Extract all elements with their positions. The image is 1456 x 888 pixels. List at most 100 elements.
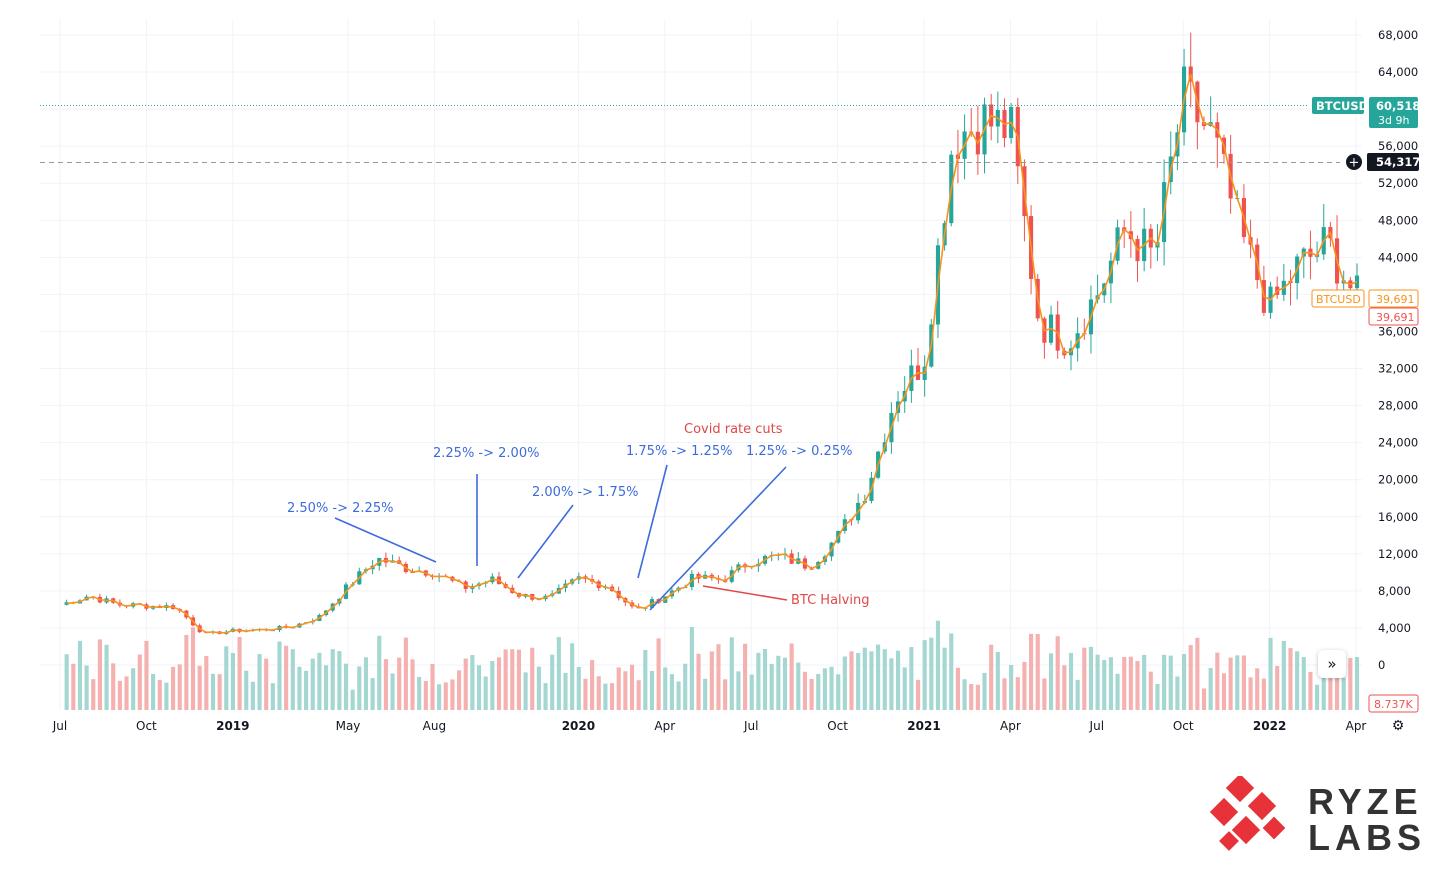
x-tick-label: 2021 xyxy=(907,719,940,733)
x-tick-label: May xyxy=(336,719,361,733)
volume-bar xyxy=(1328,663,1333,710)
volume-bar xyxy=(1295,651,1300,710)
volume-bar xyxy=(463,658,468,710)
volume-bar xyxy=(410,659,415,710)
volume-bar xyxy=(849,651,854,710)
volume-bar xyxy=(483,676,488,710)
volume-bar xyxy=(530,647,535,710)
y-tick-label: 56,000 xyxy=(1378,139,1418,153)
volume-bar xyxy=(237,636,242,710)
volume-bar xyxy=(769,663,774,710)
volume-bar xyxy=(603,683,608,710)
y-tick-label: 8,000 xyxy=(1378,584,1411,598)
volume-bar xyxy=(1082,647,1087,710)
volume-bar xyxy=(1102,660,1107,710)
volume-bar xyxy=(516,649,521,710)
volume-bar xyxy=(656,638,661,710)
volume-bar xyxy=(1288,648,1293,710)
x-tick-label: Aug xyxy=(423,719,446,733)
volume-bar xyxy=(636,680,641,710)
x-tick-label: 2022 xyxy=(1253,719,1286,733)
x-tick-label: 2019 xyxy=(216,719,249,733)
x-tick-label: 2020 xyxy=(562,719,595,733)
volume-bar xyxy=(1354,657,1360,710)
x-tick-label: Apr xyxy=(654,719,675,733)
volume-bar xyxy=(1168,655,1173,710)
volume-bar xyxy=(204,656,209,710)
volume-bar xyxy=(343,663,349,710)
volume-bar xyxy=(962,679,967,710)
x-tick-label: Oct xyxy=(1173,719,1194,733)
scroll-to-realtime-button[interactable]: » xyxy=(1318,650,1346,678)
volume-bar xyxy=(709,651,714,710)
logo-line-2: LABS xyxy=(1308,817,1426,858)
volume-bar xyxy=(609,683,615,710)
volume-bar xyxy=(743,643,748,710)
volume-bar xyxy=(1148,671,1153,710)
volume-bar xyxy=(1215,652,1220,710)
volume-bar xyxy=(224,646,229,710)
volume-bar xyxy=(144,640,149,710)
volume-bar xyxy=(290,649,295,710)
volume-bar xyxy=(836,674,841,710)
volume-bar xyxy=(969,683,974,710)
volume-bar xyxy=(1108,657,1113,710)
crosshair-price-pill: + 54,317 xyxy=(1345,153,1420,171)
volume-bar xyxy=(210,673,216,710)
volume-bar xyxy=(596,676,601,710)
volume-bar xyxy=(1075,679,1080,710)
volume-bar xyxy=(177,664,182,710)
gear-icon: ⚙ xyxy=(1391,718,1405,734)
y-tick-label: 24,000 xyxy=(1378,436,1418,450)
volume-bar xyxy=(1235,655,1240,710)
ryze-logo-mark xyxy=(1209,773,1286,851)
volume-bar xyxy=(131,668,136,710)
y-tick-label: 28,000 xyxy=(1378,399,1418,413)
annotation-rate-cut-1: 2.50% -> 2.25% xyxy=(287,501,437,563)
volume-bar xyxy=(663,667,668,710)
annotation-label: 1.25% -> 0.25% xyxy=(746,444,852,459)
volume-bar xyxy=(689,627,694,710)
y-tick-label: 32,000 xyxy=(1378,362,1418,376)
volume-bar xyxy=(955,667,960,710)
svg-text:3d 9h: 3d 9h xyxy=(1378,114,1409,127)
chart-settings-button[interactable]: ⚙ xyxy=(1388,716,1408,736)
volume-bar xyxy=(1029,633,1034,710)
volume-bar xyxy=(1155,683,1160,710)
svg-text:BTCUSD: BTCUSD xyxy=(1316,293,1361,306)
volume-bar xyxy=(476,665,482,710)
volume-bar xyxy=(77,640,83,710)
volume-bar xyxy=(1182,654,1187,710)
volume-bar xyxy=(151,674,156,710)
volume-bar xyxy=(323,665,329,710)
volume-bar xyxy=(137,654,142,710)
volume-bar xyxy=(430,664,435,710)
annotation-rate-cut-3: 2.00% -> 1.75% xyxy=(517,485,638,579)
volume-bar xyxy=(929,637,934,710)
volume-bar xyxy=(862,647,867,710)
volume-bar xyxy=(250,681,255,710)
logo-line-1: RYZE xyxy=(1308,781,1423,822)
volume-bar xyxy=(1088,646,1094,710)
svg-text:BTCUSD: BTCUSD xyxy=(1316,99,1368,113)
volume-bar xyxy=(257,654,262,710)
annotation-label: 1.75% -> 1.25% xyxy=(626,444,732,459)
volume-bar xyxy=(749,674,754,710)
volume-bar xyxy=(377,635,382,710)
volume-bar xyxy=(350,689,355,710)
volume-bar xyxy=(789,643,794,710)
volume-bar xyxy=(317,652,322,710)
volume-bar xyxy=(171,666,176,710)
volume-bar xyxy=(590,660,595,710)
volume-bar xyxy=(842,656,847,710)
volume-bar xyxy=(1009,665,1014,710)
volume-bar xyxy=(297,666,302,710)
ma-price-pill: BTCUSD 39,691 xyxy=(1311,289,1419,308)
x-tick-label: Jul xyxy=(52,719,67,733)
x-tick-label: Oct xyxy=(827,719,848,733)
volume-bar xyxy=(895,650,901,710)
annotation-btc-halving: BTC Halving xyxy=(702,585,869,608)
volume-bar xyxy=(184,634,189,710)
volume-bar xyxy=(982,672,987,710)
